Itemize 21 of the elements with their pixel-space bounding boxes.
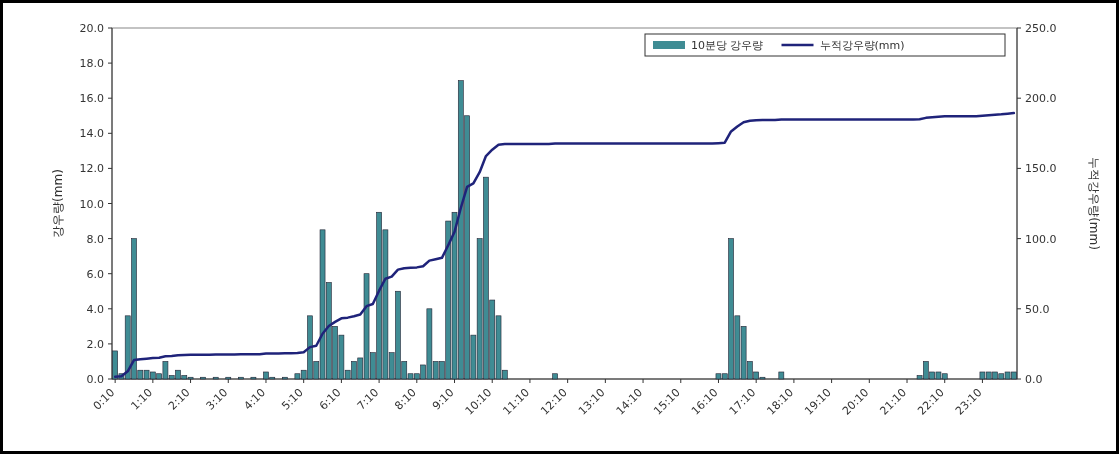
y-tick-label: 14.0 — [79, 127, 104, 141]
y-tick-label: 4.0 — [86, 302, 104, 316]
y2-tick-label: 250.0 — [1025, 22, 1057, 35]
y-tick-label: 6.0 — [86, 267, 104, 281]
y-tick-label: 20.0 — [79, 22, 104, 35]
y2-tick-label: 100.0 — [1025, 232, 1057, 246]
y-tick-label: 2.0 — [86, 337, 104, 351]
y2-tick-label: 0.0 — [1025, 373, 1043, 386]
y-axis-title: 강우량(mm) — [51, 169, 65, 238]
y2-tick-label: 50.0 — [1025, 302, 1050, 316]
legend-label: 누적강우량(mm) — [819, 39, 905, 52]
y-tick-label: 0.0 — [86, 373, 104, 386]
y2-tick-label: 200.0 — [1025, 92, 1057, 106]
y2-axis-title: 누적강우량(mm) — [1087, 157, 1101, 250]
y2-tick-label: 150.0 — [1025, 162, 1057, 176]
y-tick-label: 18.0 — [79, 57, 104, 71]
legend-label: 10분당 강우량 — [691, 39, 764, 52]
y-tick-label: 8.0 — [86, 232, 104, 246]
y-tick-label: 16.0 — [79, 92, 104, 106]
y-tick-label: 12.0 — [79, 162, 104, 176]
y-tick-label: 10.0 — [79, 197, 104, 211]
